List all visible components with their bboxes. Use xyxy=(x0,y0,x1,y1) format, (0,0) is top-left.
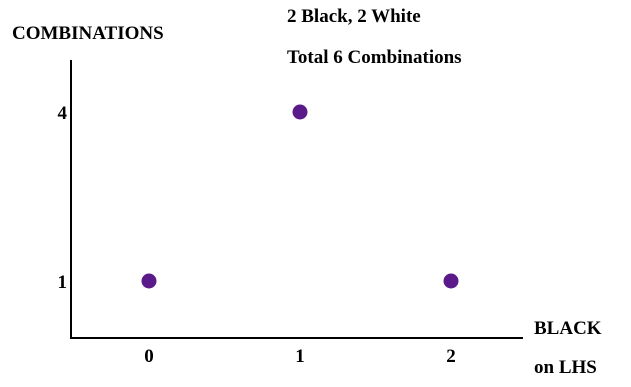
y-tick-label-4: 4 xyxy=(58,103,68,124)
chart-marks: 0 1 2 1 4 xyxy=(58,103,459,367)
x-axis-label-line-2: on LHS xyxy=(534,357,597,378)
data-point-0 xyxy=(141,273,157,289)
x-axis-label-line-1: BLACK xyxy=(534,318,602,339)
y-axis-label: COMBINATIONS xyxy=(12,23,164,44)
data-point-1 xyxy=(292,104,308,120)
data-point-2 xyxy=(443,273,459,289)
chart-title: 2 Black, 2 White xyxy=(287,6,421,27)
x-tick-label-2: 2 xyxy=(446,346,456,367)
x-tick-label-1: 1 xyxy=(295,346,305,367)
chart-subtitle: Total 6 Combinations xyxy=(287,47,462,68)
x-tick-label-0: 0 xyxy=(144,346,154,367)
y-tick-label-1: 1 xyxy=(58,272,68,293)
